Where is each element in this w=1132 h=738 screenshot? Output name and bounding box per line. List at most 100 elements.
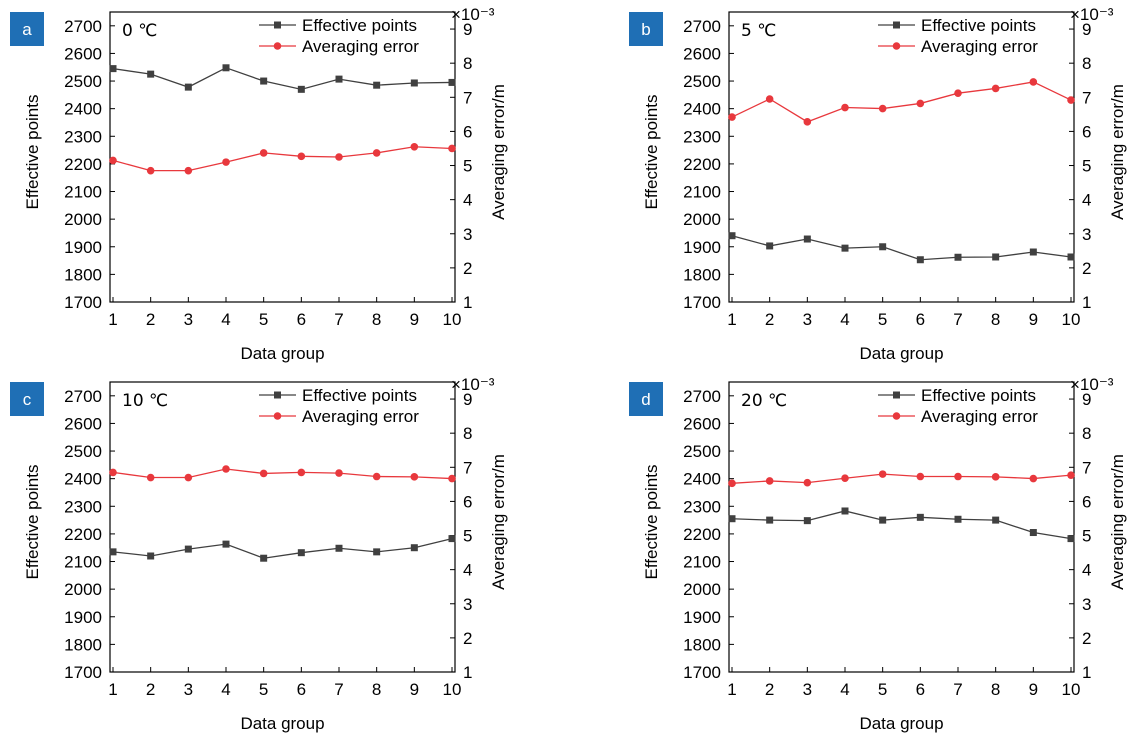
x-tick-label: 4 <box>840 310 849 329</box>
plot-frame <box>728 381 1075 673</box>
right-tick-label: 5 <box>463 157 472 176</box>
data-point-square <box>373 548 381 556</box>
legend-label: Averaging error <box>921 37 1038 56</box>
left-axis-label: Effective points <box>23 95 42 210</box>
x-tick-label: 5 <box>259 310 268 329</box>
x-tick-label: 1 <box>108 680 117 699</box>
panel-badge <box>10 382 44 416</box>
right-tick-label: 4 <box>463 561 472 580</box>
legend-marker-square <box>893 21 900 29</box>
data-point-square <box>1067 253 1075 261</box>
data-point-circle <box>372 149 381 157</box>
temperature-label: 5 ℃ <box>741 21 776 41</box>
right-tick-label: 8 <box>463 424 472 443</box>
data-point-square <box>1029 529 1037 537</box>
data-point-circle <box>109 156 117 165</box>
data-point-circle <box>878 470 887 478</box>
x-tick-label: 10 <box>443 310 462 329</box>
left-tick-label: 2400 <box>683 470 721 489</box>
x-tick-label: 8 <box>372 310 381 329</box>
right-tick-label: 9 <box>1082 390 1091 409</box>
x-tick-label: 6 <box>297 680 306 699</box>
right-tick-label: 5 <box>463 527 472 546</box>
left-tick-label: 1800 <box>64 265 102 284</box>
left-tick-label: 2400 <box>64 470 102 489</box>
data-point-square <box>728 232 736 240</box>
right-tick-label: 5 <box>1082 527 1091 546</box>
plot-frame <box>728 11 1075 303</box>
data-point-circle <box>335 153 343 161</box>
data-point-square <box>297 549 305 557</box>
data-point-circle <box>765 95 774 103</box>
legend-label: Effective points <box>302 16 417 35</box>
data-point-circle <box>1029 474 1038 483</box>
data-point-square <box>879 243 887 251</box>
x-tick-label: 10 <box>1062 310 1081 329</box>
left-tick-label: 2700 <box>64 17 102 36</box>
x-tick-label: 3 <box>184 310 193 329</box>
data-point-circle <box>448 144 456 153</box>
left-tick-label: 2600 <box>683 414 721 433</box>
x-tick-label: 7 <box>953 310 962 329</box>
data-point-square <box>1029 248 1037 256</box>
right-tick-label: 6 <box>463 122 472 141</box>
series-line-averaging-error <box>731 473 1072 484</box>
right-tick-label: 2 <box>1082 259 1091 278</box>
x-tick-label: 8 <box>991 680 1000 699</box>
legend-label: Effective points <box>921 386 1036 405</box>
left-tick-label: 2500 <box>683 72 721 91</box>
data-point-circle <box>109 468 117 477</box>
x-tick-label: 7 <box>334 310 343 329</box>
left-tick-label: 1800 <box>64 635 102 654</box>
x-tick-label: 5 <box>259 680 268 699</box>
left-tick-label: 2400 <box>64 100 102 119</box>
legend-label: Averaging error <box>302 37 419 56</box>
right-tick-label: 6 <box>1082 122 1091 141</box>
data-point-square <box>373 81 381 89</box>
data-point-circle <box>728 479 736 488</box>
legend-marker-square <box>274 21 281 29</box>
left-tick-label: 2100 <box>64 183 102 202</box>
data-point-circle <box>1067 471 1075 479</box>
right-axis-scale: ×10⁻³ <box>1070 375 1114 394</box>
left-tick-label: 2700 <box>64 387 102 406</box>
data-point-circle <box>146 166 155 175</box>
left-tick-label: 2700 <box>683 17 721 36</box>
left-tick-label: 2700 <box>683 387 721 406</box>
left-tick-label: 2600 <box>683 44 721 63</box>
data-point-square <box>803 517 811 525</box>
right-tick-label: 2 <box>463 629 472 648</box>
left-tick-label: 2100 <box>683 553 721 572</box>
data-point-circle <box>448 474 456 483</box>
series-line-effective-points <box>731 510 1072 540</box>
data-point-circle <box>728 113 736 121</box>
x-tick-label: 10 <box>443 680 462 699</box>
data-point-circle <box>878 104 887 113</box>
x-tick-label: 9 <box>410 310 419 329</box>
data-point-circle <box>803 478 812 487</box>
panel-badge <box>629 382 663 416</box>
left-tick-label: 2500 <box>64 72 102 91</box>
data-point-square <box>766 242 774 250</box>
x-tick-label: 9 <box>1029 310 1038 329</box>
data-point-circle <box>297 152 306 161</box>
data-point-square <box>335 544 343 552</box>
data-point-square <box>1067 535 1075 543</box>
left-tick-label: 1900 <box>683 608 721 627</box>
legend-marker-circle <box>273 412 282 420</box>
left-tick-label: 2300 <box>64 127 102 146</box>
series-line-effective-points <box>112 67 453 91</box>
left-tick-label: 2500 <box>683 442 721 461</box>
x-tick-label: 2 <box>146 310 155 329</box>
x-tick-label: 6 <box>297 310 306 329</box>
right-tick-label: 5 <box>1082 157 1091 176</box>
right-tick-label: 6 <box>1082 492 1091 511</box>
data-point-circle <box>916 99 925 108</box>
data-point-square <box>297 85 305 93</box>
data-point-square <box>841 244 849 252</box>
x-axis-label: Data group <box>859 714 943 733</box>
x-axis-label: Data group <box>859 344 943 363</box>
x-tick-label: 1 <box>727 680 736 699</box>
right-axis-scale: ×10⁻³ <box>451 5 495 24</box>
